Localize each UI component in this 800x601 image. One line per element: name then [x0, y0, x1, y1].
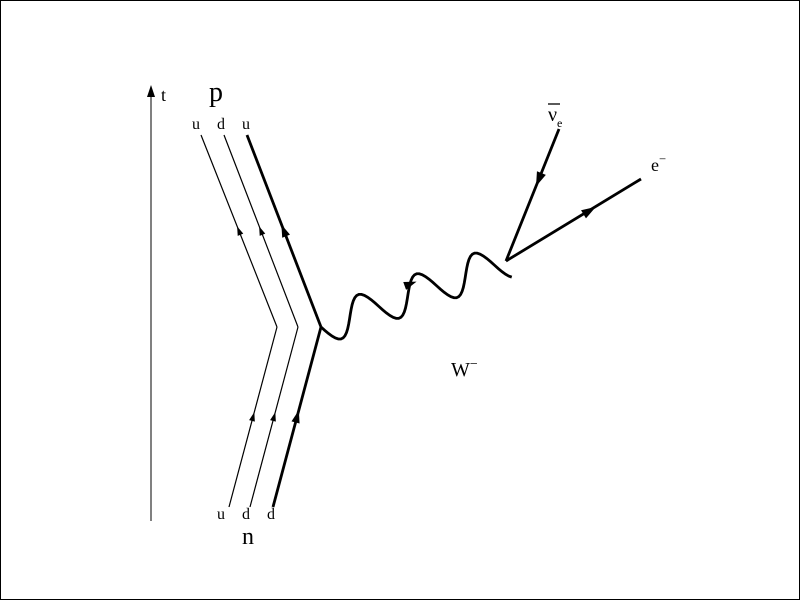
proton-quark-label: u [192, 116, 200, 133]
proton-quark-label: u [242, 116, 250, 133]
neutron-quark-label: d [267, 506, 275, 523]
proton-label: p [209, 77, 223, 108]
neutron-quark-label: u [217, 506, 225, 523]
antineutrino-label: νe [548, 104, 562, 130]
time-axis-label: t [161, 85, 166, 105]
proton-quark-label: d [217, 116, 225, 133]
electron-label: e− [651, 152, 666, 175]
arrowhead [237, 226, 243, 235]
neutron-quark-label: d [242, 506, 250, 523]
arrowhead [536, 171, 546, 186]
arrowhead [281, 225, 290, 238]
arrowhead [259, 226, 265, 235]
antineutrino-line [506, 129, 559, 261]
w-boson-propagator [321, 253, 512, 339]
arrowhead [270, 412, 276, 421]
arrowhead [249, 412, 255, 421]
neutron-label: n [242, 524, 254, 550]
w-boson-label: W− [451, 357, 478, 381]
arrowhead [292, 410, 300, 423]
feynman-diagram-svg: tuddnudupW−νee− [1, 1, 800, 601]
time-axis-arrowhead [147, 85, 155, 97]
arrowhead [581, 207, 596, 219]
electron-line [506, 179, 641, 261]
diagram-frame: tuddnudupW−νee− [0, 0, 800, 600]
